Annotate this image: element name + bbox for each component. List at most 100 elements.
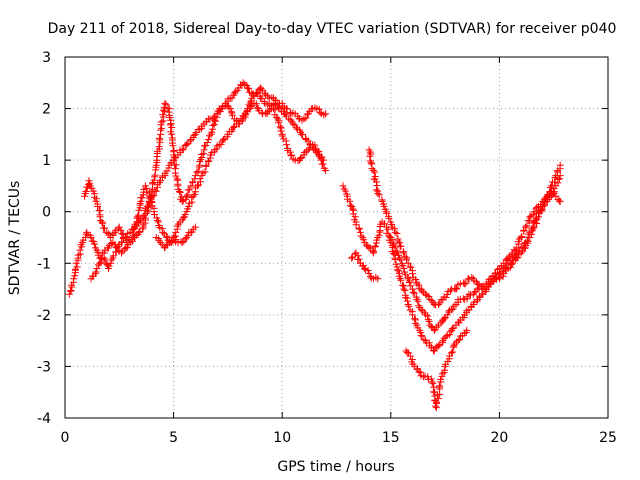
data-point-interp — [415, 281, 423, 289]
data-point-interp — [371, 242, 379, 250]
y-tick-label: 2 — [42, 102, 51, 118]
data-point — [556, 161, 564, 169]
data-point — [391, 244, 399, 252]
data-point-interp — [424, 316, 432, 324]
data-point-interp — [399, 248, 407, 256]
data-point-interp — [471, 288, 479, 296]
data-point-interp — [346, 197, 354, 205]
data-point-interp — [375, 231, 383, 239]
data-point-interp — [162, 100, 170, 108]
data-point-interp — [410, 289, 418, 297]
data-point — [530, 208, 538, 216]
data-point-interp — [433, 398, 441, 406]
data-point-interp — [485, 275, 493, 283]
data-point — [239, 79, 247, 87]
data-point-interp — [252, 100, 260, 108]
data-point-interp — [434, 395, 442, 403]
data-point-interp — [528, 225, 536, 233]
data-point-interp — [372, 186, 380, 194]
data-point — [339, 182, 347, 190]
data-point-interp — [555, 175, 563, 183]
data-point-interp — [390, 225, 398, 233]
data-point — [426, 295, 434, 303]
data-point-interp — [188, 194, 196, 202]
data-point-interp — [118, 230, 126, 238]
data-point — [426, 342, 434, 350]
data-point-interp — [409, 288, 417, 296]
data-point-interp — [283, 105, 291, 113]
data-point — [454, 337, 462, 345]
data-point-interp — [399, 262, 407, 270]
data-point — [189, 192, 197, 200]
data-point-interp — [549, 188, 557, 196]
data-point — [178, 146, 186, 154]
data-point-interp — [247, 102, 255, 110]
data-point-interp — [520, 226, 528, 234]
data-point-interp — [172, 161, 180, 169]
data-point — [172, 228, 180, 236]
data-point-interp — [393, 266, 401, 274]
data-point-interp — [399, 281, 407, 289]
data-point-interp — [112, 248, 120, 256]
data-point-interp — [168, 123, 176, 131]
data-point — [65, 290, 73, 298]
data-point-interp — [538, 206, 546, 214]
data-point-interp — [401, 253, 409, 261]
data-point — [152, 187, 160, 195]
data-point-interp — [316, 108, 324, 116]
data-point-interp — [518, 232, 526, 240]
data-point-interp — [136, 217, 144, 225]
data-point — [556, 172, 564, 180]
data-point-interp — [278, 132, 286, 140]
data-point — [400, 264, 408, 272]
data-point-interp — [286, 148, 294, 156]
data-point-interp — [371, 168, 379, 176]
data-point-interp — [217, 140, 225, 148]
y-axis-label: SDTVAR / TECUs — [7, 181, 23, 296]
data-point-interp — [72, 259, 80, 267]
data-point-interp — [275, 119, 283, 127]
data-point-interp — [494, 265, 502, 273]
data-point-interp — [437, 375, 445, 383]
data-point — [220, 136, 228, 144]
data-point-interp — [462, 279, 470, 287]
data-point-interp — [349, 205, 357, 213]
data-point — [417, 306, 425, 314]
data-point-interp — [228, 111, 236, 119]
data-point-interp — [93, 265, 101, 273]
data-point-interp — [101, 256, 109, 264]
data-point — [183, 141, 191, 149]
data-point-interp — [341, 187, 349, 195]
data-point-interp — [320, 111, 328, 119]
data-point — [204, 136, 212, 144]
data-point-interp — [447, 349, 455, 357]
data-point-interp — [375, 191, 383, 199]
data-point-interp — [351, 250, 359, 258]
data-point-interp — [425, 339, 433, 347]
data-point-interp — [466, 291, 474, 299]
data-point-interp — [372, 178, 380, 186]
data-point — [413, 295, 421, 303]
data-point-interp — [277, 127, 285, 135]
data-point-interp — [455, 319, 463, 327]
data-point-interp — [384, 225, 392, 233]
x-axis-label: GPS time / hours — [277, 459, 394, 475]
x-tick-label: 20 — [490, 430, 508, 446]
data-point-interp — [470, 298, 478, 306]
data-point-interp — [296, 154, 304, 162]
data-point-interp — [287, 152, 295, 160]
data-point-interp — [453, 284, 461, 292]
data-point-interp — [139, 221, 147, 229]
data-point-interp — [355, 255, 363, 263]
data-point-interp — [92, 268, 100, 276]
data-point — [193, 182, 201, 190]
data-point-interp — [101, 224, 109, 232]
data-point-interp — [244, 85, 252, 93]
y-tick-label: -2 — [37, 308, 51, 324]
y-tick-label: 3 — [42, 50, 51, 66]
data-point-interp — [429, 379, 437, 387]
data-point-interp — [370, 248, 378, 256]
data-point — [122, 234, 130, 241]
data-point — [191, 172, 199, 180]
